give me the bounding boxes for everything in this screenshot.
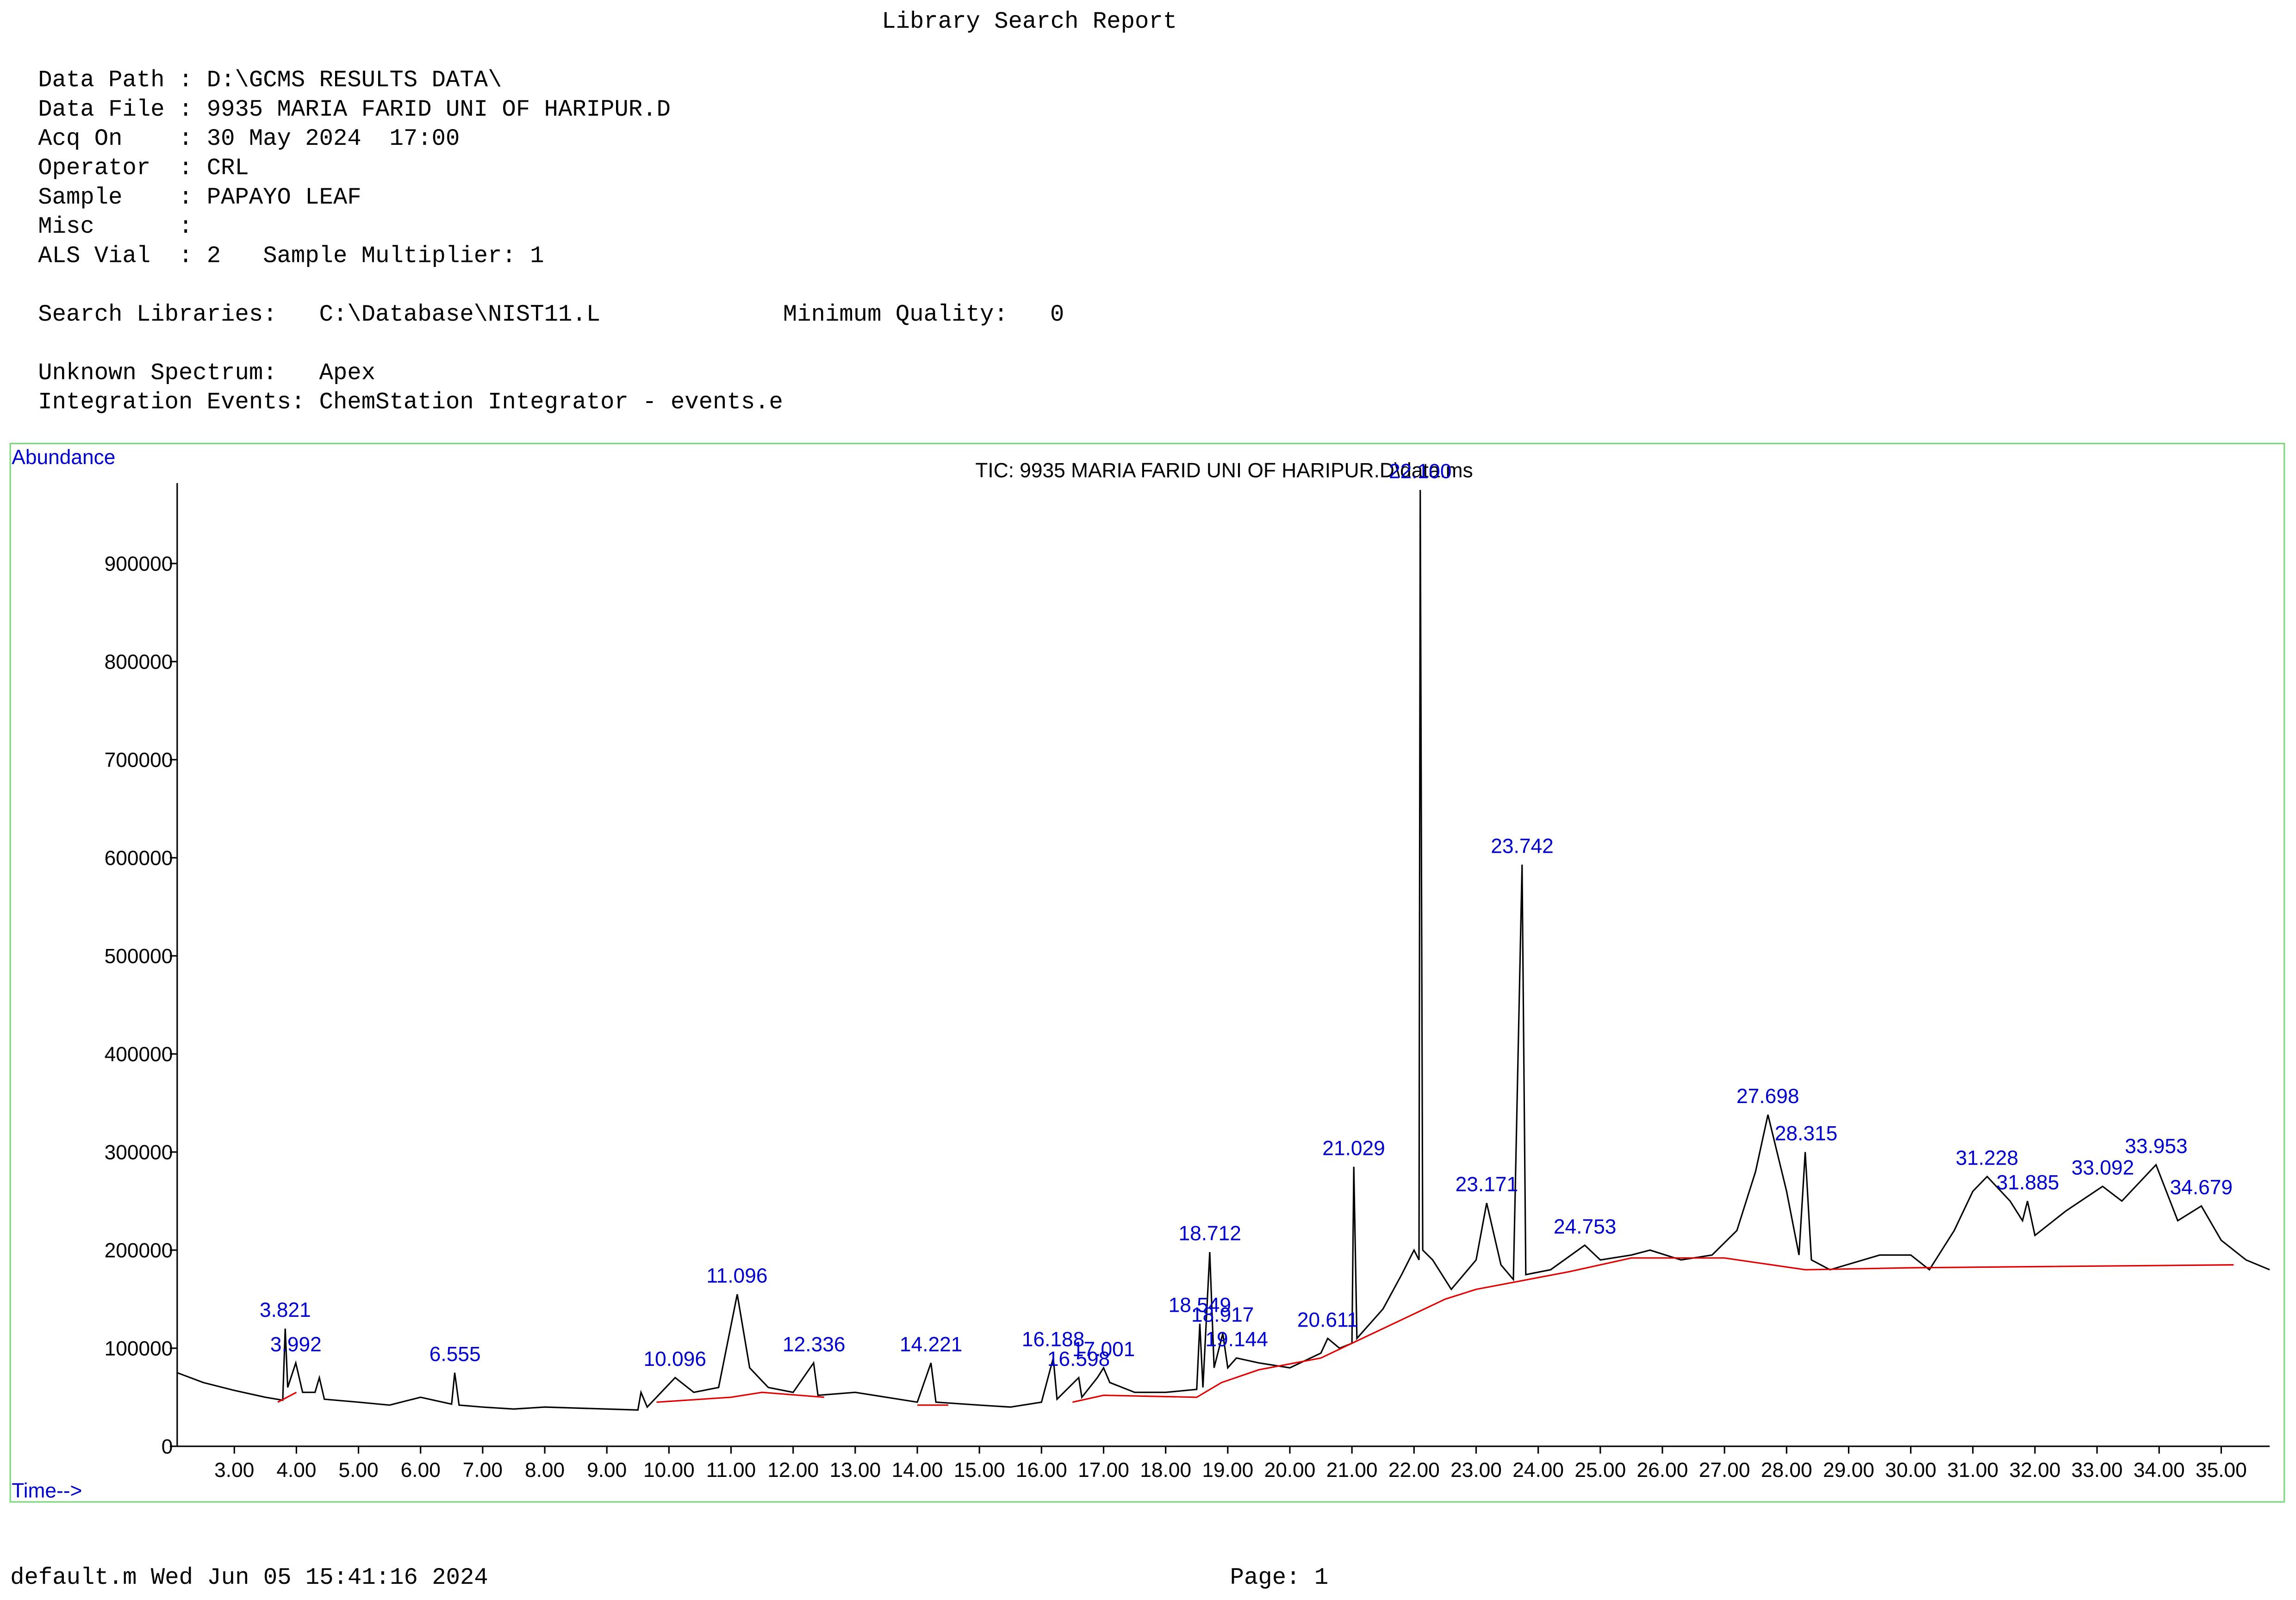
y-axis-label: Abundance — [12, 446, 115, 469]
header-line: Sample : PAPAYO LEAF — [38, 185, 361, 211]
x-tick-label: 25.00 — [1574, 1459, 1626, 1482]
header-line: Data Path : D:\GCMS RESULTS DATA\ — [38, 68, 502, 94]
x-tick-label: 16.00 — [1016, 1459, 1067, 1482]
peak-label: 27.698 — [1736, 1085, 1799, 1108]
x-tick-label: 23.00 — [1450, 1459, 1502, 1482]
x-tick-label: 30.00 — [1885, 1459, 1936, 1482]
y-tick-label: 800000 — [105, 651, 173, 674]
x-tick-label: 28.00 — [1761, 1459, 1812, 1482]
footer-left: default.m Wed Jun 05 15:41:16 2024 — [10, 1565, 488, 1591]
header-line: Operator : CRL — [38, 155, 249, 181]
x-tick-label: 29.00 — [1823, 1459, 1874, 1482]
x-tick-label: 10.00 — [643, 1459, 695, 1482]
x-tick-label: 7.00 — [463, 1459, 503, 1482]
peak-label: 33.953 — [2125, 1135, 2187, 1158]
x-tick-label: 13.00 — [829, 1459, 881, 1482]
spectrum-line: Unknown Spectrum: Apex — [38, 360, 375, 386]
peak-label: 28.315 — [1775, 1122, 1837, 1145]
x-tick-label: 35.00 — [2196, 1459, 2247, 1482]
events-line: Integration Events: ChemStation Integrat… — [38, 390, 783, 416]
search-line: Search Libraries: C:\Database\NIST11.L M… — [38, 302, 1064, 328]
peak-label: 31.885 — [1997, 1172, 2059, 1194]
x-tick-label: 24.00 — [1512, 1459, 1564, 1482]
x-tick-label: 22.00 — [1388, 1459, 1440, 1482]
peak-label: 22.100 — [1389, 460, 1451, 483]
y-tick-label: 700000 — [105, 749, 173, 772]
y-tick-label: 200000 — [105, 1240, 173, 1262]
peak-label: 21.029 — [1322, 1137, 1385, 1160]
footer-right: Page: 1 — [1230, 1565, 1329, 1591]
trace — [277, 1257, 2234, 1406]
x-tick-label: 21.00 — [1326, 1459, 1378, 1482]
peak-label: 3.992 — [270, 1333, 322, 1356]
peak-label: 16.598 — [1047, 1348, 1110, 1371]
x-tick-label: 8.00 — [525, 1459, 565, 1482]
x-tick-label: 15.00 — [954, 1459, 1005, 1482]
x-tick-label: 20.00 — [1264, 1459, 1316, 1482]
peak-label: 11.096 — [706, 1265, 767, 1287]
peak-label: 6.555 — [429, 1343, 481, 1366]
peak-label: 24.753 — [1554, 1216, 1616, 1238]
report-title: Library Search Report — [882, 9, 1177, 35]
x-tick-label: 12.00 — [767, 1459, 819, 1482]
x-axis-label: Time--> — [12, 1480, 82, 1502]
header: Data Path : D:\GCMS RESULTS DATA\ Data Fi… — [38, 68, 671, 270]
peak-label: 10.096 — [644, 1348, 706, 1371]
x-tick-label: 32.00 — [2010, 1459, 2061, 1482]
peak-label: 19.144 — [1205, 1328, 1268, 1351]
x-tick-label: 31.00 — [1947, 1459, 1998, 1482]
peak-label: 14.221 — [900, 1333, 962, 1356]
peak-label: 18.712 — [1178, 1222, 1241, 1245]
y-tick-label: 300000 — [105, 1141, 173, 1164]
y-tick-label: 0 — [162, 1436, 173, 1458]
x-tick-label: 19.00 — [1202, 1459, 1253, 1482]
x-tick-label: 34.00 — [2134, 1459, 2185, 1482]
x-tick-label: 5.00 — [338, 1459, 378, 1482]
peak-label: 17.001 — [1072, 1338, 1135, 1361]
x-tick-label: 14.00 — [892, 1459, 943, 1482]
x-tick-label: 9.00 — [587, 1459, 627, 1482]
peak-label: 16.188 — [1022, 1328, 1084, 1351]
x-tick-label: 3.00 — [214, 1459, 254, 1482]
chart-frame — [9, 443, 2285, 1503]
x-tick-label: 18.00 — [1140, 1459, 1191, 1482]
plot: 0 100000 200000 300000 400000 500000 600000 700… — [105, 460, 2270, 1482]
y-tick-label: 500000 — [105, 945, 173, 968]
chart-title: TIC: 9935 MARIA FARID UNI OF HARIPUR.D\d… — [975, 459, 1473, 482]
peak-label: 18.917 — [1191, 1304, 1254, 1327]
header-line: Data File : 9935 MARIA FARID UNI OF HARI… — [38, 97, 671, 123]
peak-label: 23.742 — [1491, 835, 1553, 857]
x-tick-label: 4.00 — [276, 1459, 316, 1482]
y-tick-label: 400000 — [105, 1043, 173, 1066]
header-line: ALS Vial : 2 Sample Multiplier: 1 — [38, 243, 544, 269]
peak-label: 12.336 — [783, 1333, 845, 1356]
peak-label: 23.171 — [1456, 1173, 1518, 1196]
x-tick-label: 6.00 — [401, 1459, 441, 1482]
trace — [177, 490, 2270, 1411]
header-line: Acq On : 30 May 2024 17:00 — [38, 126, 460, 152]
x-tick-label: 11.00 — [706, 1459, 756, 1482]
peak-label: 20.611 — [1297, 1309, 1358, 1331]
x-tick-label: 17.00 — [1078, 1459, 1129, 1482]
peak-label: 18.549 — [1169, 1294, 1231, 1317]
x-tick-label: 33.00 — [2072, 1459, 2123, 1482]
peak-label: 34.679 — [2170, 1176, 2233, 1199]
peak-label: 31.228 — [1956, 1147, 2018, 1170]
peak-label: 3.821 — [260, 1299, 311, 1321]
peak-label: 33.092 — [2072, 1157, 2134, 1179]
x-tick-label: 26.00 — [1637, 1459, 1688, 1482]
y-tick-label: 900000 — [105, 553, 173, 576]
y-tick-label: 600000 — [105, 847, 173, 870]
y-tick-label: 100000 — [105, 1338, 173, 1360]
header-line: Misc : — [38, 214, 193, 240]
x-tick-label: 27.00 — [1699, 1459, 1750, 1482]
